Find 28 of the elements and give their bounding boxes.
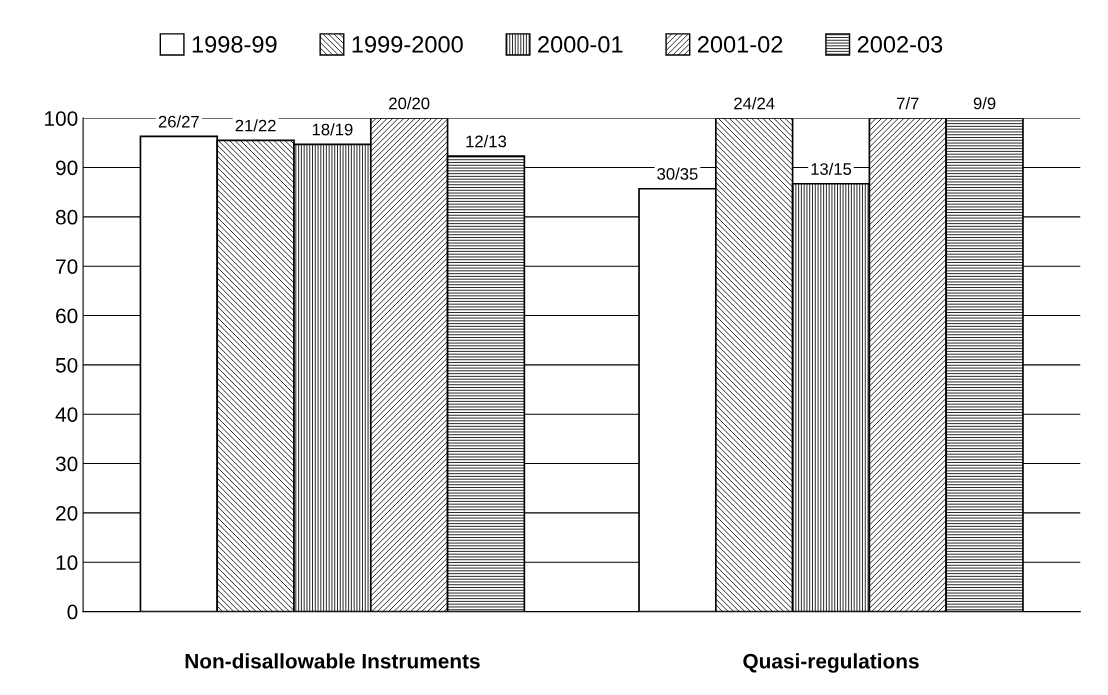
y-tick-label: 30 [55,456,78,472]
data-label: 26/27 [158,115,199,128]
data-label: 18/19 [312,123,353,136]
legend-label: 2000-01 [538,36,623,53]
legend-label: 1999-2000 [352,36,463,53]
legend-label: 2001-02 [697,36,783,53]
y-tick-label: 60 [56,308,78,324]
y-tick-label: 90 [56,160,78,176]
legend-label: 1998-99 [192,36,277,53]
data-label: 12/13 [466,135,507,148]
legend-label: 2002-03 [857,36,943,53]
data-label: 9/9 [973,97,996,110]
y-tick-label: 70 [56,259,78,274]
y-tick-label: 80 [55,209,78,225]
data-label: 20/20 [389,97,430,110]
y-tick-label: 0 [67,604,78,620]
x-tick-label: Quasi-regulations [743,653,919,673]
data-label: 24/24 [734,97,775,110]
data-label: 13/15 [811,162,852,175]
data-label: 30/35 [657,167,698,180]
data-label: 7/7 [897,97,919,110]
y-tick-label: 40 [55,407,78,422]
data-label: 21/22 [235,119,276,132]
y-tick-label: 100 [45,111,78,126]
x-tick-label: Non-disallowable Instruments [185,653,480,669]
y-tick-label: 20 [56,505,78,521]
y-tick-label: 10 [56,555,78,571]
y-tick-label: 50 [55,357,78,373]
